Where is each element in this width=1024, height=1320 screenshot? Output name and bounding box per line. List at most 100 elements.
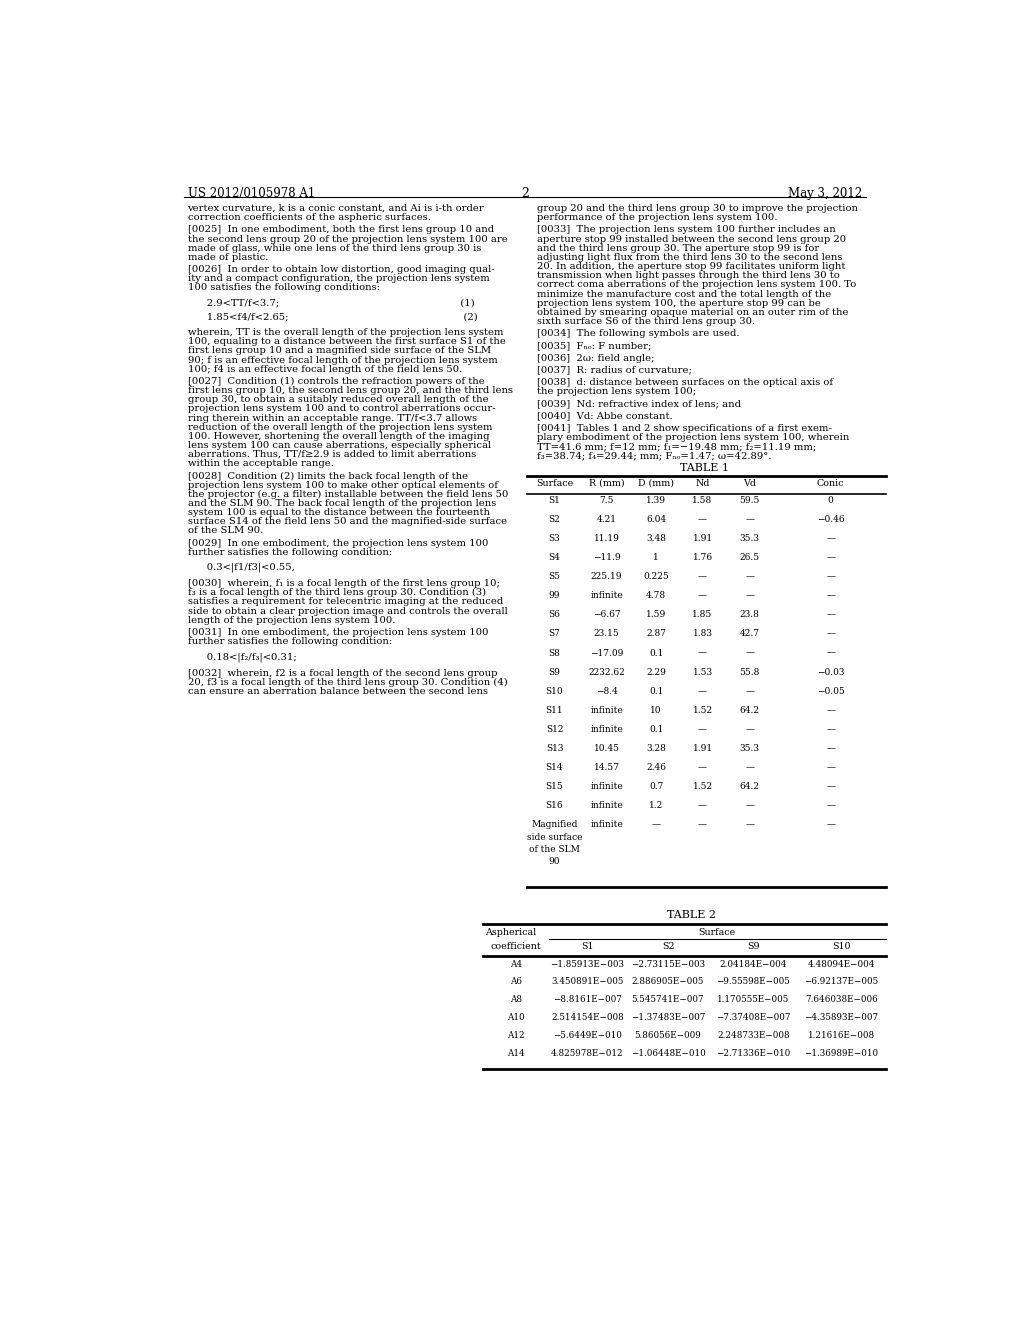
Text: TT=41.6 mm; f=12 mm; f₁=−19.48 mm; f₂=11.19 mm;: TT=41.6 mm; f=12 mm; f₁=−19.48 mm; f₂=11… bbox=[537, 442, 816, 451]
Text: −6.67: −6.67 bbox=[593, 610, 621, 619]
Text: and the SLM 90. The back focal length of the projection lens: and the SLM 90. The back focal length of… bbox=[187, 499, 496, 508]
Text: can ensure an aberration balance between the second lens: can ensure an aberration balance between… bbox=[187, 686, 487, 696]
Text: 23.15: 23.15 bbox=[594, 630, 620, 639]
Text: —: — bbox=[745, 725, 755, 734]
Text: —: — bbox=[745, 515, 755, 524]
Text: —: — bbox=[745, 763, 755, 772]
Text: Vd: Vd bbox=[743, 479, 757, 487]
Text: −0.05: −0.05 bbox=[817, 686, 845, 696]
Text: 55.8: 55.8 bbox=[739, 668, 760, 677]
Text: [0034]  The following symbols are used.: [0034] The following symbols are used. bbox=[537, 329, 739, 338]
Text: 26.5: 26.5 bbox=[739, 553, 760, 562]
Text: 1.59: 1.59 bbox=[646, 610, 667, 619]
Text: 2.87: 2.87 bbox=[646, 630, 667, 639]
Text: 7.646038E−006: 7.646038E−006 bbox=[805, 995, 878, 1005]
Text: 1.170555E−005: 1.170555E−005 bbox=[717, 995, 790, 1005]
Text: the second lens group 20 of the projection lens system 100 are: the second lens group 20 of the projecti… bbox=[187, 235, 507, 244]
Text: May 3, 2012: May 3, 2012 bbox=[787, 187, 862, 199]
Text: 1.91: 1.91 bbox=[692, 533, 713, 543]
Text: side to obtain a clear projection image and controls the overall: side to obtain a clear projection image … bbox=[187, 607, 507, 615]
Text: minimize the manufacture cost and the total length of the: minimize the manufacture cost and the to… bbox=[537, 289, 830, 298]
Text: Conic: Conic bbox=[817, 479, 845, 487]
Text: TABLE 2: TABLE 2 bbox=[667, 909, 716, 920]
Text: 100 satisfies the following conditions:: 100 satisfies the following conditions: bbox=[187, 284, 380, 293]
Text: 1.52: 1.52 bbox=[692, 706, 713, 715]
Text: [0041]  Tables 1 and 2 show specifications of a first exem-: [0041] Tables 1 and 2 show specification… bbox=[537, 424, 831, 433]
Text: S12: S12 bbox=[546, 725, 563, 734]
Text: −17.09: −17.09 bbox=[590, 648, 624, 657]
Text: −1.85913E−003: −1.85913E−003 bbox=[551, 960, 625, 969]
Text: 90; f is an effective focal length of the projection lens system: 90; f is an effective focal length of th… bbox=[187, 355, 498, 364]
Text: S10: S10 bbox=[833, 942, 851, 952]
Text: 1.58: 1.58 bbox=[692, 495, 713, 504]
Text: 42.7: 42.7 bbox=[739, 630, 760, 639]
Text: —: — bbox=[745, 686, 755, 696]
Text: —: — bbox=[745, 572, 755, 581]
Text: f₃ is a focal length of the third lens group 30. Condition (3): f₃ is a focal length of the third lens g… bbox=[187, 589, 485, 598]
Text: 4.21: 4.21 bbox=[597, 515, 616, 524]
Text: A10: A10 bbox=[507, 1012, 524, 1022]
Text: 1.91: 1.91 bbox=[692, 744, 713, 752]
Text: 4.48094E−004: 4.48094E−004 bbox=[808, 960, 876, 969]
Text: S14: S14 bbox=[546, 763, 563, 772]
Text: —: — bbox=[826, 648, 836, 657]
Text: —: — bbox=[826, 610, 836, 619]
Text: —: — bbox=[826, 763, 836, 772]
Text: further satisfies the following condition:: further satisfies the following conditio… bbox=[187, 548, 392, 557]
Text: −1.06448E−010: −1.06448E−010 bbox=[631, 1048, 706, 1057]
Text: [0032]  wherein, f2 is a focal length of the second lens group: [0032] wherein, f2 is a focal length of … bbox=[187, 669, 497, 677]
Text: made of plastic.: made of plastic. bbox=[187, 253, 268, 261]
Text: 3.450891E−005: 3.450891E−005 bbox=[551, 977, 624, 986]
Text: 4.825978E−012: 4.825978E−012 bbox=[551, 1048, 624, 1057]
Text: 5.86056E−009: 5.86056E−009 bbox=[635, 1031, 701, 1040]
Text: projection lens system 100 and to control aberrations occur-: projection lens system 100 and to contro… bbox=[187, 404, 496, 413]
Text: [0039]  Nd: refractive index of lens; and: [0039] Nd: refractive index of lens; and bbox=[537, 399, 740, 408]
Text: projection lens system 100 to make other optical elements of: projection lens system 100 to make other… bbox=[187, 480, 498, 490]
Text: 11.19: 11.19 bbox=[594, 533, 620, 543]
Text: 10.45: 10.45 bbox=[594, 744, 620, 752]
Text: 59.5: 59.5 bbox=[739, 495, 760, 504]
Text: 1.85<f4/f<2.65;                                                        (2): 1.85<f4/f<2.65; (2) bbox=[187, 313, 477, 322]
Text: 2: 2 bbox=[521, 187, 528, 199]
Text: S11: S11 bbox=[546, 706, 563, 715]
Text: —: — bbox=[826, 533, 836, 543]
Text: 64.2: 64.2 bbox=[739, 783, 760, 791]
Text: 1.2: 1.2 bbox=[649, 801, 664, 810]
Text: R (mm): R (mm) bbox=[589, 479, 625, 487]
Text: obtained by smearing opaque material on an outer rim of the: obtained by smearing opaque material on … bbox=[537, 308, 848, 317]
Text: [0025]  In one embodiment, both the first lens group 10 and: [0025] In one embodiment, both the first… bbox=[187, 226, 494, 235]
Text: 2.248733E−008: 2.248733E−008 bbox=[717, 1031, 790, 1040]
Text: [0038]  d: distance between surfaces on the optical axis of: [0038] d: distance between surfaces on t… bbox=[537, 378, 833, 387]
Text: S2: S2 bbox=[662, 942, 674, 952]
Text: −1.37483E−007: −1.37483E−007 bbox=[631, 1012, 706, 1022]
Text: S2: S2 bbox=[549, 515, 560, 524]
Text: TABLE 1: TABLE 1 bbox=[680, 463, 729, 474]
Text: 64.2: 64.2 bbox=[739, 706, 760, 715]
Text: 1.83: 1.83 bbox=[692, 630, 713, 639]
Text: 10: 10 bbox=[650, 706, 662, 715]
Text: —: — bbox=[698, 591, 707, 601]
Text: 20. In addition, the aperture stop 99 facilitates uniform light: 20. In addition, the aperture stop 99 fa… bbox=[537, 263, 845, 271]
Text: wherein, TT is the overall length of the projection lens system: wherein, TT is the overall length of the… bbox=[187, 329, 503, 337]
Text: S5: S5 bbox=[549, 572, 560, 581]
Text: —: — bbox=[745, 821, 755, 829]
Text: —: — bbox=[745, 648, 755, 657]
Text: aperture stop 99 installed between the second lens group 20: aperture stop 99 installed between the s… bbox=[537, 235, 846, 244]
Text: infinite: infinite bbox=[590, 706, 623, 715]
Text: 90: 90 bbox=[549, 857, 560, 866]
Text: Nd: Nd bbox=[695, 479, 710, 487]
Text: −2.71336E−010: −2.71336E−010 bbox=[716, 1048, 791, 1057]
Text: 5.545741E−007: 5.545741E−007 bbox=[632, 995, 705, 1005]
Text: 100, equaling to a distance between the first surface S1 of the: 100, equaling to a distance between the … bbox=[187, 338, 506, 346]
Text: 35.3: 35.3 bbox=[739, 744, 760, 752]
Text: —: — bbox=[698, 572, 707, 581]
Text: [0031]  In one embodiment, the projection lens system 100: [0031] In one embodiment, the projection… bbox=[187, 628, 488, 638]
Text: infinite: infinite bbox=[590, 725, 623, 734]
Text: —: — bbox=[745, 591, 755, 601]
Text: reduction of the overall length of the projection lens system: reduction of the overall length of the p… bbox=[187, 422, 492, 432]
Text: coefficient: coefficient bbox=[490, 942, 541, 952]
Text: group 20 and the third lens group 30 to improve the projection: group 20 and the third lens group 30 to … bbox=[537, 205, 858, 213]
Text: group 30, to obtain a suitably reduced overall length of the: group 30, to obtain a suitably reduced o… bbox=[187, 395, 488, 404]
Text: —: — bbox=[698, 648, 707, 657]
Text: S6: S6 bbox=[549, 610, 560, 619]
